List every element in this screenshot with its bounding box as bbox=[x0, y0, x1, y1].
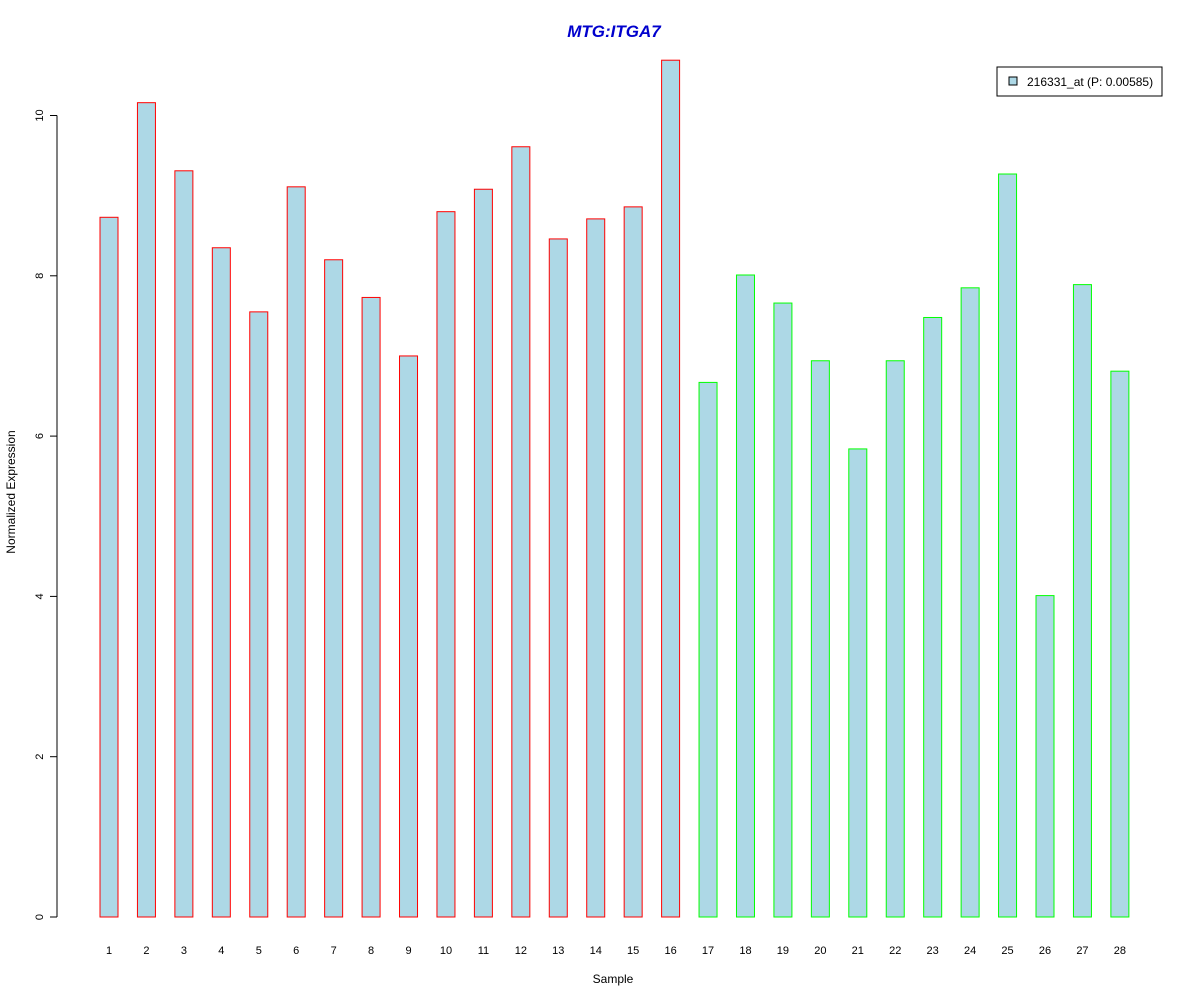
x-tick-label: 27 bbox=[1076, 945, 1088, 957]
legend-swatch bbox=[1008, 76, 1018, 86]
x-tick-label: 1 bbox=[106, 945, 112, 957]
x-tick-label: 13 bbox=[552, 945, 564, 957]
x-tick-label: 3 bbox=[181, 945, 187, 957]
bar-sample-22 bbox=[885, 360, 905, 918]
x-tick-label: 24 bbox=[964, 945, 976, 957]
bar-sample-28 bbox=[1110, 370, 1130, 918]
x-tick-label: 23 bbox=[927, 945, 939, 957]
x-tick-label: 7 bbox=[331, 945, 337, 957]
bar-sample-11 bbox=[473, 188, 493, 918]
x-tick-label: 12 bbox=[515, 945, 527, 957]
x-tick-label: 26 bbox=[1039, 945, 1051, 957]
bar-sample-24 bbox=[960, 287, 980, 918]
bar-sample-6 bbox=[286, 186, 306, 918]
legend-entry-label: 216331_at (P: 0.00585) bbox=[1027, 75, 1153, 89]
x-tick-label: 14 bbox=[590, 945, 602, 957]
bar-sample-3 bbox=[174, 170, 194, 918]
y-axis-label: Normalized Expression bbox=[4, 430, 18, 553]
y-axis: 0 2 4 6 8 10 bbox=[34, 109, 58, 920]
y-tick-label: 10 bbox=[34, 109, 46, 121]
x-tick-label: 2 bbox=[143, 945, 149, 957]
x-tick-label: 6 bbox=[293, 945, 299, 957]
bar-sample-25 bbox=[998, 173, 1018, 918]
bar-sample-2 bbox=[136, 102, 156, 918]
x-tick-label: 28 bbox=[1114, 945, 1126, 957]
bar-sample-8 bbox=[361, 296, 381, 918]
bar-sample-19 bbox=[773, 302, 793, 918]
bars bbox=[99, 59, 1130, 918]
y-tick-label: 0 bbox=[34, 914, 46, 920]
y-tick-label: 6 bbox=[34, 433, 46, 439]
bar-sample-10 bbox=[436, 211, 456, 918]
bar-sample-12 bbox=[511, 146, 531, 918]
bar-sample-16 bbox=[661, 59, 681, 918]
x-tick-label: 10 bbox=[440, 945, 452, 957]
bar-sample-14 bbox=[586, 218, 606, 918]
bar-sample-9 bbox=[399, 355, 419, 918]
y-tick-label: 4 bbox=[34, 593, 46, 599]
x-tick-label: 25 bbox=[1001, 945, 1013, 957]
legend: 216331_at (P: 0.00585) bbox=[996, 66, 1163, 97]
x-tick-label: 17 bbox=[702, 945, 714, 957]
legend-box bbox=[996, 66, 1163, 97]
bar-sample-7 bbox=[324, 259, 344, 918]
bar-sample-18 bbox=[735, 274, 755, 918]
bar-sample-17 bbox=[698, 381, 718, 918]
x-tick-label: 18 bbox=[739, 945, 751, 957]
x-tick-labels: 1 2 3 4 5 6 7 8 9 10 11 12 13 14 15 16 17 18 19 20 21 22 23 24 2… bbox=[106, 945, 1126, 957]
x-tick-label: 20 bbox=[814, 945, 826, 957]
bar-sample-5 bbox=[249, 311, 269, 918]
x-tick-label: 22 bbox=[889, 945, 901, 957]
x-tick-label: 8 bbox=[368, 945, 374, 957]
x-axis-label: Sample bbox=[593, 972, 634, 986]
bar-sample-20 bbox=[810, 360, 830, 918]
bar-sample-27 bbox=[1072, 284, 1092, 918]
x-tick-label: 21 bbox=[852, 945, 864, 957]
x-tick-label: 15 bbox=[627, 945, 639, 957]
bar-sample-26 bbox=[1035, 595, 1055, 918]
x-tick-label: 16 bbox=[664, 945, 676, 957]
x-tick-label: 4 bbox=[218, 945, 224, 957]
x-tick-label: 11 bbox=[478, 945, 489, 957]
y-tick-label: 8 bbox=[34, 273, 46, 279]
x-tick-label: 9 bbox=[405, 945, 411, 957]
bar-sample-1 bbox=[99, 216, 119, 918]
bar-sample-4 bbox=[211, 247, 231, 918]
bar-sample-21 bbox=[848, 448, 868, 918]
x-tick-label: 19 bbox=[777, 945, 789, 957]
bar-sample-13 bbox=[548, 238, 568, 918]
bar-sample-23 bbox=[923, 316, 943, 918]
bar-sample-15 bbox=[623, 206, 643, 918]
x-tick-label: 5 bbox=[256, 945, 262, 957]
chart-title: MTG:ITGA7 bbox=[567, 22, 662, 41]
y-tick-label: 2 bbox=[34, 754, 46, 760]
